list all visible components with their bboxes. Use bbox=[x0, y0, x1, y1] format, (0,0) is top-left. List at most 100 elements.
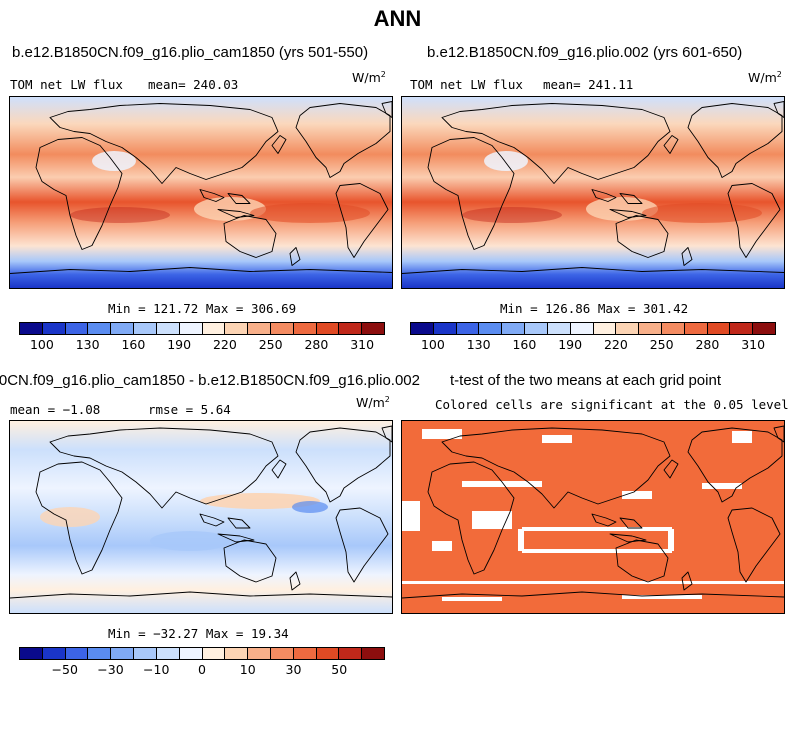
units-label: W/m2 bbox=[748, 70, 782, 86]
colorbar-swatch bbox=[270, 648, 294, 659]
colorbar-tick-label: −50 bbox=[51, 662, 78, 677]
colorbar-swatch bbox=[20, 323, 43, 334]
colorbar-tick-label: −10 bbox=[143, 662, 170, 677]
colorbar-swatch bbox=[179, 323, 203, 334]
colorbar-swatch bbox=[270, 323, 294, 334]
colorbar-swatch bbox=[616, 323, 640, 334]
colorbar-swatch bbox=[639, 323, 662, 334]
colorbar-swatch bbox=[65, 323, 89, 334]
colorbar-tick-label: 310 bbox=[741, 337, 766, 352]
colorbar-ticks: 100 130 160 190 220 250 280 310 bbox=[410, 334, 776, 352]
colorbar-swatch bbox=[570, 323, 594, 334]
colorbar-swatch bbox=[479, 323, 503, 334]
significance-note: Colored cells are significant at the 0.0… bbox=[435, 397, 789, 412]
colorbar-swatch bbox=[362, 648, 384, 659]
colorbar-swatch bbox=[202, 323, 226, 334]
colorbar-tick-label: 0 bbox=[198, 662, 206, 677]
colorbar bbox=[19, 647, 385, 660]
colorbar-tick-label: 220 bbox=[212, 337, 237, 352]
colorbar-tick-label: 250 bbox=[258, 337, 283, 352]
colorbar-swatch bbox=[433, 323, 457, 334]
colorbar-swatch bbox=[134, 648, 157, 659]
stats-label: Min = 121.72 Max = 306.69 bbox=[108, 301, 297, 316]
colorbar-swatch bbox=[88, 323, 112, 334]
figure-title: ANN bbox=[373, 6, 422, 31]
colorbar-swatch bbox=[225, 648, 249, 659]
colorbar-swatch bbox=[593, 323, 617, 334]
colorbar-swatch bbox=[156, 648, 180, 659]
field-feature bbox=[200, 493, 320, 509]
colorbar-swatch bbox=[502, 323, 526, 334]
colorbar-swatch bbox=[293, 648, 317, 659]
colorbar-tick-label: 130 bbox=[466, 337, 491, 352]
field-feature bbox=[462, 207, 562, 223]
colorbar-swatch bbox=[156, 323, 180, 334]
colorbar-swatch bbox=[456, 323, 480, 334]
map-panel-ttest bbox=[401, 420, 785, 614]
colorbar-swatch bbox=[134, 323, 157, 334]
colorbar-tick-label: 310 bbox=[350, 337, 375, 352]
field-feature bbox=[292, 501, 328, 513]
colorbar-swatch bbox=[316, 323, 340, 334]
colorbar-swatch bbox=[42, 648, 66, 659]
colorbar bbox=[19, 322, 385, 335]
stats-label: Min = −32.27 Max = 19.34 bbox=[108, 626, 289, 641]
colorbar-swatch bbox=[248, 323, 271, 334]
colorbar-tick-label: 160 bbox=[512, 337, 537, 352]
field-feature bbox=[92, 151, 136, 171]
colorbar-tick-label: 280 bbox=[304, 337, 329, 352]
stats-label: Min = 126.86 Max = 301.42 bbox=[500, 301, 689, 316]
colorbar-swatch bbox=[179, 648, 203, 659]
colorbar-swatch bbox=[65, 648, 89, 659]
rmse-label: rmse = 5.64 bbox=[148, 402, 231, 417]
colorbar-tick-label: 190 bbox=[558, 337, 583, 352]
colorbar-swatch bbox=[684, 323, 708, 334]
colorbar-swatch bbox=[111, 648, 135, 659]
colorbar-swatch bbox=[316, 648, 340, 659]
colorbar-swatch bbox=[753, 323, 775, 334]
colorbar-swatch bbox=[362, 323, 384, 334]
insignificant-cells bbox=[402, 429, 784, 601]
colorbar-swatch bbox=[293, 323, 317, 334]
panel-title-case2: b.e12.B1850CN.f09_g16.plio.002 (yrs 601-… bbox=[427, 44, 743, 61]
colorbar-swatch bbox=[730, 323, 754, 334]
units-label: W/m2 bbox=[356, 395, 390, 411]
colorbar-swatch bbox=[42, 323, 66, 334]
field-feature bbox=[642, 203, 762, 223]
colorbar-swatch bbox=[88, 648, 112, 659]
colorbar-tick-label: −30 bbox=[97, 662, 124, 677]
panel-title-ttest: t-test of the two means at each grid poi… bbox=[450, 372, 721, 389]
colorbar-tick-label: 10 bbox=[239, 662, 256, 677]
colorbar-tick-label: 160 bbox=[121, 337, 146, 352]
colorbar-ticks: 100 130 160 190 220 250 280 310 bbox=[19, 334, 385, 352]
colorbar-tick-label: 250 bbox=[649, 337, 674, 352]
panel-title-difference: b.e12.B1850CN.f09_g16.plio_cam1850 - b.e… bbox=[0, 372, 420, 389]
colorbar-swatch bbox=[661, 323, 685, 334]
colorbar-tick-label: 130 bbox=[75, 337, 100, 352]
colorbar bbox=[410, 322, 776, 335]
colorbar-swatch bbox=[411, 323, 434, 334]
field-feature bbox=[150, 531, 230, 551]
mean-label: mean = −1.08 bbox=[10, 402, 101, 417]
field-feature bbox=[250, 203, 370, 223]
variable-label: TOM net LW flux bbox=[410, 77, 523, 92]
map-panel-difference bbox=[9, 420, 393, 614]
map-panel-case1 bbox=[9, 96, 393, 289]
colorbar-tick-label: 30 bbox=[285, 662, 302, 677]
colorbar-swatch bbox=[339, 648, 363, 659]
field-feature bbox=[70, 207, 170, 223]
colorbar-tick-label: 50 bbox=[331, 662, 348, 677]
units-label: W/m2 bbox=[352, 70, 386, 86]
colorbar-tick-label: 100 bbox=[29, 337, 54, 352]
colorbar-swatch bbox=[248, 648, 271, 659]
colorbar-ticks: −50 −30 −10 0 10 30 50 bbox=[19, 659, 385, 677]
map-panel-case2 bbox=[401, 96, 785, 289]
colorbar-swatch bbox=[547, 323, 571, 334]
panel-title-case1: b.e12.B1850CN.f09_g16.plio_cam1850 (yrs … bbox=[12, 44, 369, 61]
colorbar-swatch bbox=[707, 323, 731, 334]
colorbar-tick-label: 100 bbox=[420, 337, 445, 352]
colorbar-swatch bbox=[202, 648, 226, 659]
field-feature bbox=[194, 197, 266, 221]
colorbar-tick-label: 220 bbox=[603, 337, 628, 352]
colorbar-swatch bbox=[225, 323, 249, 334]
